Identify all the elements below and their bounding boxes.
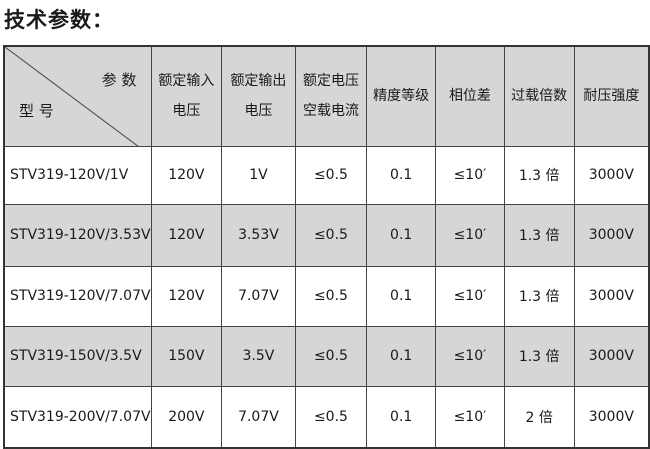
value-cell: ≤10′ bbox=[435, 265, 505, 327]
value-cell: 3000V bbox=[573, 265, 650, 327]
value-cell: 3000V bbox=[573, 203, 650, 267]
value-cell: ≤10′ bbox=[435, 325, 505, 387]
header-line: 耐压强度 bbox=[583, 88, 640, 105]
value-cell: ≤0.5 bbox=[294, 265, 368, 327]
header-cell: 额定电压 空载电流 bbox=[294, 45, 368, 147]
diagonal bbox=[5, 47, 139, 147]
corner-bottom: 型 号 bbox=[19, 101, 54, 120]
data-row: STV319-120V/7.07V 120V 7.07V ≤0.5 0.1 ≤10′ 1.3… bbox=[3, 265, 650, 327]
value-cell: 3.53V bbox=[221, 203, 296, 267]
value-cell: 0.1 bbox=[366, 145, 437, 205]
value-cell: 150V bbox=[150, 325, 223, 387]
corner-top: 参 数 bbox=[101, 71, 137, 89]
header-cell: 精度等级 bbox=[366, 45, 437, 147]
model-cell: STV319-150V/3.5V bbox=[3, 325, 152, 387]
header-cell: 耐压强度 bbox=[573, 45, 650, 147]
value-cell: ≤10′ bbox=[435, 145, 505, 205]
value-cell: 3.5V bbox=[221, 325, 296, 387]
value-cell: 3000V bbox=[573, 325, 650, 387]
header-line: 相位差 bbox=[448, 88, 491, 105]
value-cell: 120V bbox=[150, 145, 223, 205]
value-cell: ≤10′ bbox=[435, 203, 505, 267]
value-cell: 0.1 bbox=[366, 203, 437, 267]
value-cell: ≤0.5 bbox=[294, 203, 368, 267]
title: 技术参数： bbox=[4, 8, 114, 32]
data-row: STV319-200V/7.07V 200V 7.07V ≤0.5 0.1 ≤10′ 2 倍… bbox=[3, 385, 650, 449]
header-cell: 过载倍数 bbox=[503, 45, 575, 147]
header-cell: 额定输入 电压 bbox=[150, 45, 223, 147]
model-cell: STV319-200V/7.07V bbox=[3, 385, 152, 449]
value-cell: 3000V bbox=[573, 385, 650, 449]
value-cell: ≤0.5 bbox=[294, 145, 368, 205]
value-cell: 120V bbox=[150, 203, 223, 267]
value-cell: 2 倍 bbox=[503, 385, 575, 449]
header-line: 过载倍数 bbox=[511, 88, 568, 105]
value-cell: 7.07V bbox=[221, 265, 296, 327]
header-line: 额定输入 bbox=[158, 73, 215, 90]
value-cell: 1.3 倍 bbox=[503, 325, 575, 387]
value-cell: ≤0.5 bbox=[294, 385, 368, 449]
header-line: 精度等级 bbox=[373, 88, 430, 105]
model-cell: STV319-120V/3.53V bbox=[3, 203, 152, 267]
value-cell: ≤0.5 bbox=[294, 325, 368, 387]
value-cell: ≤10′ bbox=[435, 385, 505, 449]
header-line: 额定电压 bbox=[302, 73, 359, 90]
value-cell: 120V bbox=[150, 265, 223, 327]
model-cell: STV319-120V/7.07V bbox=[3, 265, 152, 327]
value-cell: 0.1 bbox=[366, 265, 437, 327]
value-cell: 1.3 倍 bbox=[503, 265, 575, 327]
data-row: STV319-150V/3.5V 150V 3.5V ≤0.5 0.1 ≤10′ 1.3 倍… bbox=[3, 325, 650, 387]
header-line: 额定输出 bbox=[230, 73, 287, 90]
header-line: 空载电流 bbox=[302, 103, 359, 120]
corner-cell: 参 数型 号 bbox=[3, 45, 152, 147]
header-line: 电压 bbox=[244, 103, 273, 120]
model-cell: STV319-120V/1V bbox=[3, 145, 152, 205]
data-row: STV319-120V/1V 120V 1V ≤0.5 0.1 ≤10′ 1.3 倍 3000… bbox=[3, 145, 650, 205]
table-body: STV319-120V/1V 120V 1V ≤0.5 0.1 ≤10′ 1.3 倍 3000… bbox=[3, 145, 650, 449]
value-cell: 1.3 倍 bbox=[503, 145, 575, 205]
table-header: 参 数型 号额定输入 电压 额定输出 电压 额定电压 空载电流 精度等级 相位差 过载倍数 耐压强… bbox=[3, 45, 650, 147]
value-cell: 7.07V bbox=[221, 385, 296, 449]
data-row: STV319-120V/3.53V 120V 3.53V ≤0.5 0.1 ≤10′ 1.3… bbox=[3, 203, 650, 267]
header-line: 电压 bbox=[172, 103, 201, 120]
header-row: 参 数型 号额定输入 电压 额定输出 电压 额定电压 空载电流 精度等级 相位差 过载倍数 耐压强… bbox=[3, 45, 650, 147]
value-cell: 200V bbox=[150, 385, 223, 449]
header-cell: 相位差 bbox=[435, 45, 505, 147]
header-cell: 额定输出 电压 bbox=[221, 45, 296, 147]
value-cell: 3000V bbox=[573, 145, 650, 205]
value-cell: 0.1 bbox=[366, 325, 437, 387]
value-cell: 0.1 bbox=[366, 385, 437, 449]
value-cell: 1V bbox=[221, 145, 296, 205]
value-cell: 1.3 倍 bbox=[503, 203, 575, 267]
spec-table: 参 数型 号额定输入 电压 额定输出 电压 额定电压 空载电流 精度等级 相位差 过载倍数 耐压强… bbox=[3, 45, 650, 449]
